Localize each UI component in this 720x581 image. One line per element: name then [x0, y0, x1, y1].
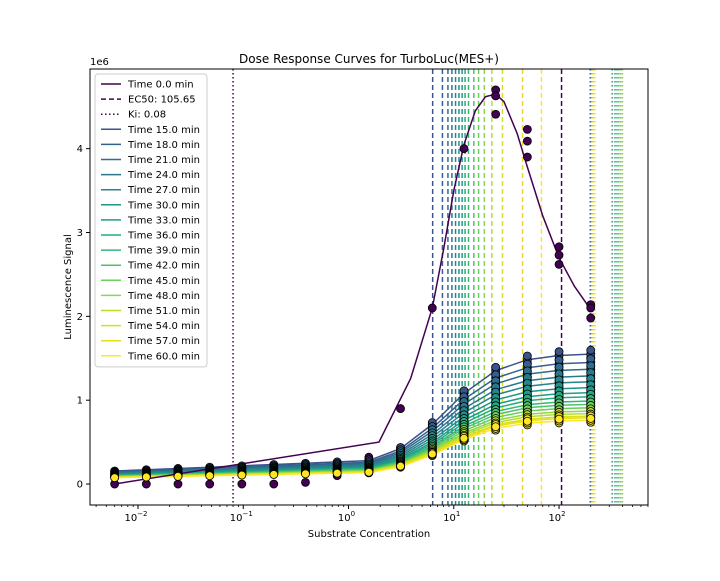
point-series-1-12-2	[491, 362, 501, 372]
point-time0-3	[205, 479, 215, 489]
point-series-16-10-2	[427, 449, 437, 459]
x-tick-label: 102	[548, 510, 565, 524]
x-tick-label: 100	[338, 510, 355, 524]
legend-box	[94, 73, 208, 368]
series-curves	[114, 93, 592, 485]
legend-label-5: Time 21.0 min	[127, 155, 200, 166]
y-tick-label: 2	[77, 312, 83, 323]
x-tick-label: 101	[443, 510, 460, 524]
point-series-1-14-2	[554, 347, 564, 357]
point-series-16-14-2	[554, 414, 564, 424]
legend-label-2: Ki: 0.08	[128, 110, 166, 121]
point-time0-6	[301, 477, 310, 487]
legend-label-13: Time 45.0 min	[127, 276, 200, 287]
point-time0-23	[586, 313, 596, 323]
point-series-16-12-2	[491, 422, 501, 432]
legend-label-10: Time 36.0 min	[127, 231, 200, 242]
point-time0-5	[269, 479, 279, 489]
point-time0-22	[586, 303, 596, 313]
legend-label-15: Time 51.0 min	[127, 306, 200, 317]
y-tick-label: 4	[77, 144, 83, 155]
x-tick-label: 10−1	[230, 510, 253, 524]
point-series-16-7-0	[332, 468, 342, 478]
data-points	[110, 85, 596, 489]
legend-label-6: Time 24.0 min	[127, 170, 200, 181]
legend-label-7: Time 27.0 min	[127, 185, 200, 196]
point-series-16-9-2	[396, 461, 405, 471]
point-series-16-15-2	[586, 414, 596, 423]
y-offset-label: 1e6	[90, 57, 109, 68]
plot-area	[110, 69, 624, 505]
point-time0-2	[173, 479, 183, 489]
legend-label-16: Time 54.0 min	[127, 321, 200, 332]
point-series-16-1-0	[141, 472, 151, 482]
point-time0-10	[427, 303, 437, 313]
point-series-1-15-2	[586, 345, 596, 355]
point-series-16-5-0	[269, 470, 279, 479]
y-axis-ticks: 0 1 2 3 4	[77, 144, 90, 491]
x-tick-label: 10−2	[124, 510, 147, 524]
point-series-1-13-2	[522, 351, 532, 361]
point-time0-13	[491, 91, 501, 101]
legend-label-12: Time 42.0 min	[127, 261, 200, 272]
point-series-16-11-2	[459, 433, 469, 443]
x-axis-label: Substrate Concentration	[308, 529, 430, 540]
point-time0-17	[522, 152, 532, 162]
y-tick-label: 0	[77, 480, 83, 491]
legend-label-4: Time 18.0 min	[127, 140, 200, 151]
legend-label-1: EC50: 105.65	[128, 95, 196, 106]
legend-label-18: Time 60.0 min	[127, 351, 200, 362]
y-axis-label: Luminescence Signal	[63, 234, 74, 340]
curve-series-2	[114, 361, 591, 473]
legend-label-3: Time 15.0 min	[127, 125, 200, 136]
point-series-16-2-0	[173, 471, 183, 481]
legend-label-8: Time 30.0 min	[127, 200, 200, 211]
point-series-16-4-0	[237, 470, 247, 480]
point-time0-11	[459, 144, 469, 154]
point-series-16-0-0	[110, 473, 120, 483]
point-series-16-6-0	[301, 469, 310, 479]
point-time0-4	[237, 479, 247, 489]
legend-label-14: Time 48.0 min	[127, 291, 200, 302]
point-time0-16	[522, 136, 532, 146]
y-tick-label: 3	[77, 228, 83, 239]
chart-title: Dose Response Curves for TurboLuc(MES+)	[239, 52, 499, 66]
legend: Time 0.0 min EC50: 105.65 Ki: 0.08 Time 15.…	[94, 73, 208, 368]
curve-series-1	[114, 353, 591, 472]
x-axis-ticks: 10−2 10−1 100 101 102	[95, 505, 649, 524]
point-time0-15	[522, 124, 532, 134]
point-series-16-3-0	[205, 471, 215, 481]
point-series-16-13-2	[522, 416, 532, 426]
point-time0-18	[554, 242, 564, 252]
point-time0-20	[554, 259, 564, 269]
point-series-16-8-2	[364, 467, 374, 477]
curve-series-16	[114, 419, 591, 479]
plot-frame	[89, 68, 649, 506]
legend-label-9: Time 33.0 min	[127, 215, 200, 226]
point-time0-9	[396, 404, 405, 413]
legend-label-17: Time 57.0 min	[127, 336, 200, 347]
curve-series-5	[114, 380, 591, 475]
curve-time0	[114, 93, 592, 485]
point-time0-14	[491, 109, 501, 119]
curve-series-3	[114, 368, 591, 474]
legend-label-11: Time 39.0 min	[127, 246, 200, 257]
legend-label-0: Time 0.0 min	[127, 80, 194, 91]
point-time0-19	[554, 250, 564, 260]
y-tick-label: 1	[77, 396, 83, 407]
